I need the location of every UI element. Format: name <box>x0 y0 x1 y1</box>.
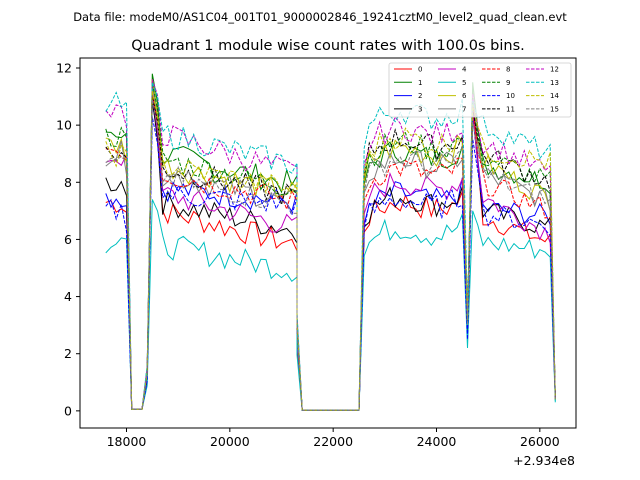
y-tick-label: 2 <box>64 346 72 361</box>
x-tick-label: 18000 <box>107 434 147 449</box>
suptitle: Data file: modeM0/AS1C04_001T01_90000028… <box>73 10 567 24</box>
legend-label: 15 <box>550 105 559 113</box>
x-tick-label: 24000 <box>417 434 457 449</box>
series-lines <box>105 73 556 411</box>
x-tick-label: 20000 <box>210 434 250 449</box>
legend-label: 8 <box>506 66 510 74</box>
series-line-14 <box>105 90 556 411</box>
legend-label: 9 <box>506 79 510 87</box>
y-tick-label: 10 <box>56 118 72 133</box>
legend-label: 5 <box>462 79 466 87</box>
x-offset-label: +2.934e8 <box>513 453 575 468</box>
x-tick-label: 26000 <box>520 434 560 449</box>
legend-label: 14 <box>550 92 559 100</box>
series-line-15 <box>105 99 556 411</box>
y-tick-label: 0 <box>64 403 72 418</box>
legend-label: 13 <box>550 79 559 87</box>
x-axis: 18000 20000 22000 24000 26000 <box>107 428 560 449</box>
legend-label: 0 <box>418 66 422 74</box>
legend-label: 1 <box>418 79 422 87</box>
y-tick-label: 12 <box>56 61 72 76</box>
plot-frame <box>79 57 577 429</box>
y-tick-label: 6 <box>64 232 72 247</box>
x-tick-label: 22000 <box>313 434 353 449</box>
chart-title: Quadrant 1 module wise count rates with … <box>131 38 525 54</box>
legend-label: 10 <box>506 92 515 100</box>
legend-label: 4 <box>462 66 467 74</box>
legend-label: 12 <box>550 66 559 74</box>
legend-label: 6 <box>462 92 467 100</box>
legend-label: 2 <box>418 92 422 100</box>
y-axis: 0 2 4 6 8 10 12 <box>56 61 80 418</box>
legend-label: 7 <box>462 105 466 113</box>
legend-label: 3 <box>418 105 422 113</box>
y-tick-label: 4 <box>64 289 72 304</box>
legend-box <box>388 62 572 118</box>
y-tick-label: 8 <box>64 175 72 190</box>
legend-label: 11 <box>506 105 515 113</box>
